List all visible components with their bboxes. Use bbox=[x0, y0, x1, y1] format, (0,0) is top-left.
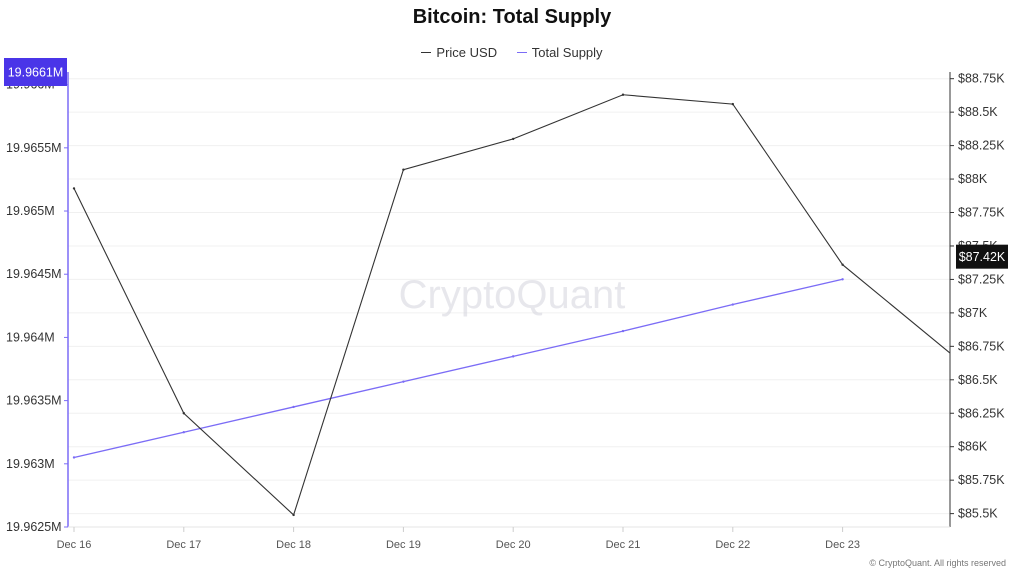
right-current-label: $87.42K bbox=[959, 250, 1006, 264]
left-tick-label-6: 19.963M bbox=[6, 457, 55, 471]
x-tick-label-3: Dec 19 bbox=[386, 539, 421, 551]
point-total-supply-3 bbox=[402, 380, 405, 383]
right-tick-label-3: $88K bbox=[958, 172, 988, 186]
point-total-supply-7 bbox=[841, 278, 844, 281]
left-tick-label-7: 19.9625M bbox=[6, 520, 62, 534]
right-tick-label-13: $85.5K bbox=[958, 507, 998, 521]
right-tick-label-12: $85.75K bbox=[958, 473, 1005, 487]
legend-label-supply: Total Supply bbox=[531, 45, 603, 60]
copyright-text: © CryptoQuant. All rights reserved bbox=[869, 558, 1006, 568]
x-tick-label-5: Dec 21 bbox=[606, 539, 641, 551]
right-tick-label-11: $86K bbox=[958, 440, 988, 454]
x-tick-label-7: Dec 23 bbox=[825, 539, 860, 551]
right-tick-label-1: $88.5K bbox=[958, 105, 998, 119]
right-current-badge bbox=[956, 244, 1008, 269]
right-tick-label-0: $88.75K bbox=[958, 72, 1005, 86]
point-price-usd-7 bbox=[841, 263, 844, 266]
left-tick-label-5: 19.9635M bbox=[6, 394, 62, 408]
x-tick-label-6: Dec 22 bbox=[715, 539, 750, 551]
point-total-supply-2 bbox=[292, 405, 295, 409]
right-tick-label-8: $86.75K bbox=[958, 339, 1005, 353]
x-tick-label-1: Dec 17 bbox=[166, 539, 201, 551]
right-tick-label-6: $87.25K bbox=[958, 272, 1005, 286]
right-tick-label-2: $88.25K bbox=[958, 139, 1005, 153]
point-price-usd-1 bbox=[182, 412, 185, 415]
point-price-usd-2 bbox=[292, 513, 295, 517]
point-total-supply-1 bbox=[182, 431, 185, 434]
left-current-label: 19.9661M bbox=[8, 66, 64, 80]
legend-swatch-supply bbox=[516, 52, 527, 53]
point-total-supply-6 bbox=[731, 303, 734, 306]
legend-item-price[interactable]: Price USD bbox=[421, 45, 497, 60]
left-tick-label-3: 19.9645M bbox=[6, 267, 62, 281]
point-total-supply-0 bbox=[72, 456, 76, 459]
legend-label-price: Price USD bbox=[436, 45, 498, 60]
watermark-text: CryptoQuant bbox=[399, 273, 626, 317]
legend: Price USD Total Supply bbox=[0, 41, 1024, 60]
right-tick-label-9: $86.5K bbox=[958, 373, 998, 387]
series-line-total-supply bbox=[73, 278, 843, 459]
left-tick-label-4: 19.964M bbox=[6, 330, 55, 344]
point-price-usd-4 bbox=[512, 137, 515, 141]
point-price-usd-5 bbox=[621, 93, 625, 96]
x-tick-label-4: Dec 20 bbox=[496, 539, 531, 551]
x-tick-label-2: Dec 18 bbox=[276, 539, 311, 551]
chart-title: Bitcoin: Total Supply bbox=[412, 6, 612, 28]
right-tick-label-4: $87.75K bbox=[958, 206, 1005, 220]
point-total-supply-5 bbox=[621, 329, 625, 333]
legend-swatch-price bbox=[421, 52, 432, 53]
left-tick-label-2: 19.965M bbox=[6, 204, 55, 218]
right-tick-label-10: $86.25K bbox=[958, 406, 1005, 420]
point-total-supply-4 bbox=[512, 355, 515, 358]
right-tick-label-7: $87K bbox=[958, 306, 988, 320]
point-price-usd-6 bbox=[731, 102, 734, 106]
legend-item-supply[interactable]: Total Supply bbox=[516, 45, 603, 60]
left-tick-label-1: 19.9655M bbox=[6, 141, 62, 155]
left-current-badge bbox=[4, 58, 67, 86]
point-price-usd-0 bbox=[72, 187, 76, 190]
x-tick-label-0: Dec 16 bbox=[57, 539, 92, 551]
point-price-usd-3 bbox=[402, 168, 405, 171]
